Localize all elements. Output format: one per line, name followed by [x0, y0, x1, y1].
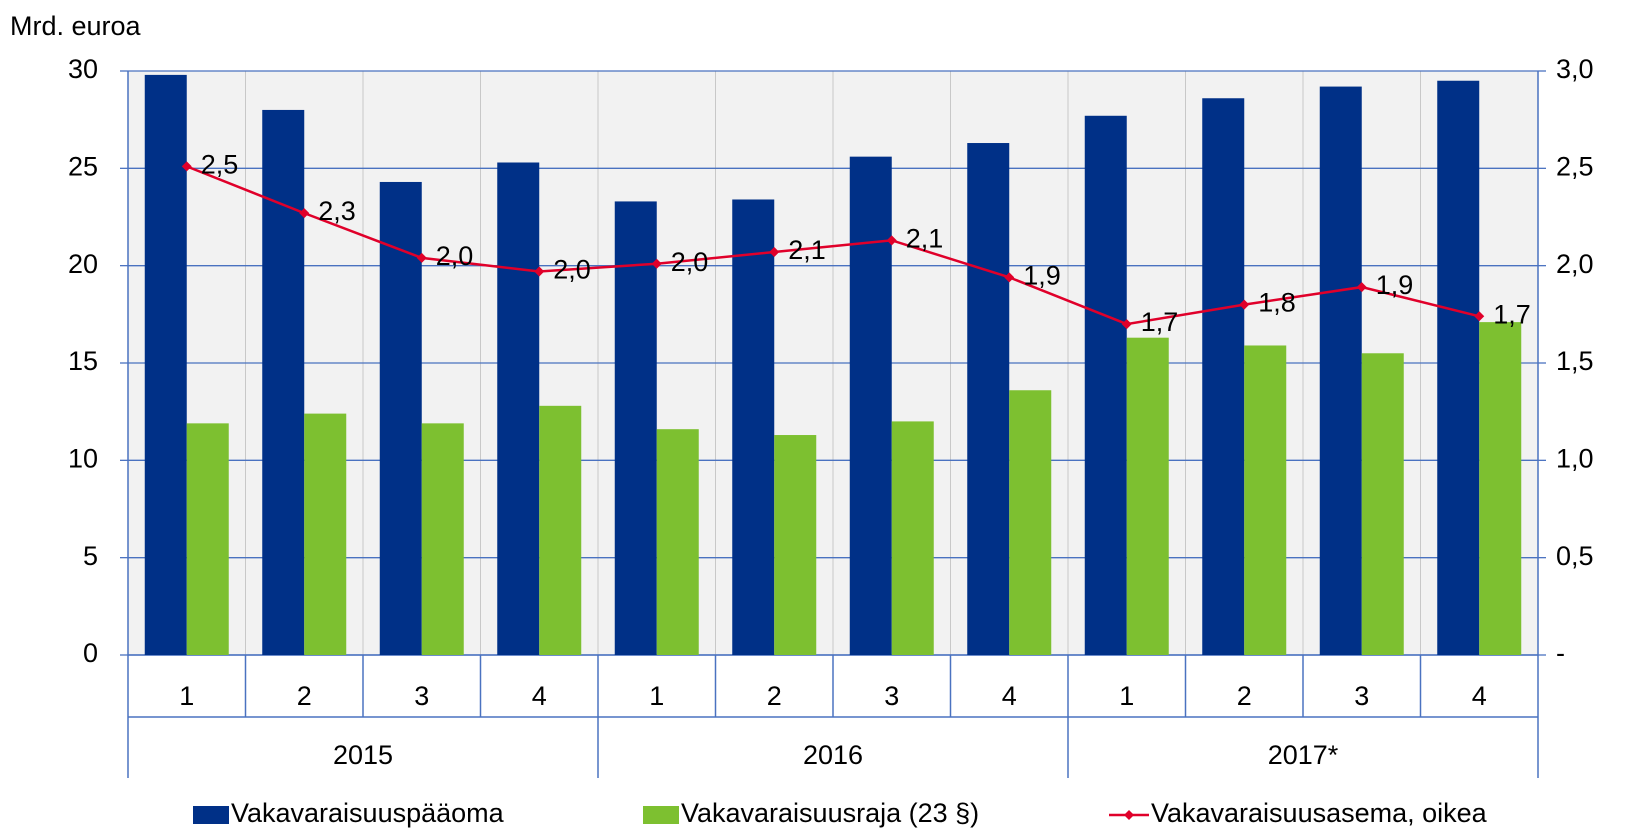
y-tick-label: 20	[68, 249, 98, 279]
line-marker	[886, 235, 897, 246]
line-marker	[1474, 311, 1485, 322]
legend-marker	[1124, 810, 1134, 820]
data-label: 2,1	[906, 223, 944, 253]
x-tick-label: 3	[1354, 681, 1369, 711]
line-marker	[534, 266, 545, 277]
line-marker	[1121, 319, 1132, 330]
data-label: 2,5	[201, 150, 239, 180]
bar	[1319, 86, 1362, 655]
line-marker	[1004, 272, 1015, 283]
bar	[891, 421, 934, 655]
data-label: 2,3	[318, 196, 356, 226]
bar	[849, 156, 892, 656]
x-tick-label: 4	[1472, 681, 1487, 711]
bar	[144, 74, 187, 656]
legend-swatch	[193, 806, 229, 824]
bar	[1202, 98, 1245, 655]
legend-label: Vakavaraisuuspääoma	[231, 798, 505, 828]
bar	[539, 405, 582, 655]
x-tick-label: 3	[414, 681, 429, 711]
bar	[1009, 390, 1052, 655]
bar	[656, 429, 699, 655]
y-axis-label: Mrd. euroa	[10, 11, 142, 41]
data-label: 1,7	[1141, 307, 1179, 337]
line-marker	[416, 252, 427, 263]
y-tick-label: 10	[68, 443, 98, 473]
data-label: 2,0	[671, 247, 709, 277]
data-label: 1,9	[1023, 260, 1061, 290]
bar	[1244, 345, 1287, 655]
bar	[1361, 353, 1404, 655]
data-label: 2,0	[553, 255, 591, 285]
bar	[304, 413, 347, 655]
x-tick-label: 2	[767, 681, 782, 711]
line	[186, 165, 1480, 326]
bar	[421, 423, 464, 655]
bar	[774, 435, 817, 655]
x-tick-label: 1	[179, 681, 194, 711]
line-marker	[1356, 282, 1367, 293]
y2-tick-label: 1,0	[1556, 443, 1594, 473]
data-label: 1,9	[1376, 270, 1414, 300]
data-label: 1,8	[1258, 288, 1296, 318]
data-label: 2,0	[436, 241, 474, 271]
line-marker	[1239, 299, 1250, 310]
x-tick-label: 4	[532, 681, 547, 711]
bar	[379, 181, 422, 655]
y2-tick-label: 2,0	[1556, 249, 1594, 279]
y-tick-label: 15	[68, 346, 98, 376]
bar	[1126, 337, 1169, 655]
bar	[614, 201, 657, 655]
bar	[262, 109, 305, 655]
y2-tick-label: 2,5	[1556, 151, 1594, 181]
y-tick-label: 5	[83, 541, 98, 571]
bar	[967, 143, 1010, 655]
x-group-label: 2015	[333, 740, 393, 770]
y-tick-label: 0	[83, 638, 98, 668]
x-tick-label: 1	[1119, 681, 1134, 711]
x-tick-label: 3	[884, 681, 899, 711]
line-marker	[769, 247, 780, 258]
y2-tick-label: 1,5	[1556, 346, 1594, 376]
bar	[497, 162, 540, 655]
y-tick-label: 25	[68, 151, 98, 181]
bar	[1437, 80, 1480, 655]
legend-label: Vakavaraisuusraja (23 §)	[681, 798, 979, 828]
y-tick-label: 30	[68, 54, 98, 84]
y2-tick-label: 0,5	[1556, 541, 1594, 571]
data-label: 1,7	[1493, 299, 1531, 329]
bar	[1479, 322, 1522, 655]
bar	[1084, 115, 1127, 656]
y2-tick-label: 3,0	[1556, 54, 1594, 84]
line-marker	[651, 258, 662, 269]
x-group-label: 2017*	[1268, 740, 1339, 770]
x-tick-label: 2	[297, 681, 312, 711]
y2-tick-label: -	[1556, 638, 1565, 668]
x-group-label: 2016	[803, 740, 863, 770]
legend-swatch	[643, 806, 679, 824]
legend-label: Vakavaraisuusasema, oikea	[1151, 798, 1488, 828]
x-tick-label: 4	[1002, 681, 1017, 711]
line-marker	[299, 208, 310, 219]
x-tick-label: 1	[649, 681, 664, 711]
data-label: 2,1	[788, 235, 826, 265]
line-marker	[181, 161, 192, 172]
bar	[186, 423, 229, 655]
x-tick-label: 2	[1237, 681, 1252, 711]
bar	[732, 199, 775, 656]
